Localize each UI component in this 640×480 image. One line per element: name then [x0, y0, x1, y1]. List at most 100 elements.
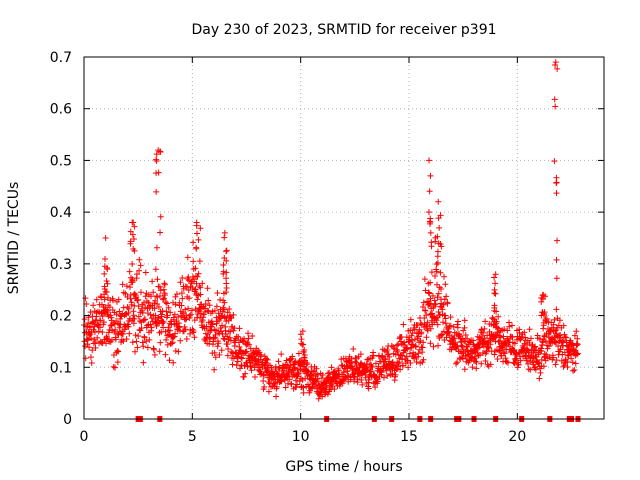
data-point [152, 297, 159, 304]
data-point [564, 358, 571, 365]
data-point [375, 363, 382, 370]
data-point-peak-1.0h [100, 307, 107, 314]
data-point [212, 354, 219, 361]
data-point [220, 335, 227, 342]
data-point [313, 381, 320, 388]
data-point [91, 323, 98, 330]
data-point [91, 329, 98, 336]
data-point [97, 317, 104, 324]
data-point [88, 360, 95, 367]
data-point [294, 381, 301, 388]
data-point [218, 347, 225, 354]
data-point-peak-3.4h [153, 244, 160, 251]
data-point [169, 299, 176, 306]
data-point [230, 311, 237, 318]
data-point [573, 328, 580, 335]
data-point-peak-21.8h [552, 61, 559, 68]
data-point-peak-3.4h [156, 283, 163, 290]
data-point [553, 357, 560, 364]
data-point [163, 308, 170, 315]
data-point [211, 349, 218, 356]
data-point [529, 354, 536, 361]
data-point [172, 330, 179, 337]
data-point-peak-2.2h [130, 246, 137, 253]
data-point [151, 300, 158, 307]
data-point [347, 360, 354, 367]
data-point [423, 312, 430, 319]
data-point [433, 317, 440, 324]
data-point-peak-16.0h [425, 289, 432, 296]
data-point [99, 329, 106, 336]
data-point-peak-19.0h [491, 274, 498, 281]
data-point [509, 322, 516, 329]
data-point [441, 296, 448, 303]
data-point [176, 323, 183, 330]
data-point [188, 307, 195, 314]
data-point [422, 307, 429, 314]
data-point [238, 355, 245, 362]
data-point-peak-6.5h [223, 280, 230, 287]
data-point [147, 293, 154, 300]
data-point [346, 359, 353, 366]
data-point [521, 340, 528, 347]
data-point [552, 361, 559, 368]
data-point [224, 333, 231, 340]
data-point [192, 265, 199, 272]
data-point [87, 354, 94, 361]
data-point [120, 289, 127, 296]
data-point [382, 355, 389, 362]
data-point [199, 317, 206, 324]
data-point [462, 331, 469, 338]
data-point [439, 331, 446, 338]
data-point [160, 286, 167, 293]
data-point [130, 320, 137, 327]
data-point [185, 287, 192, 294]
data-point-peak-16.0h [427, 229, 434, 236]
data-point [495, 338, 502, 345]
data-point-peak-21.2h [542, 316, 549, 323]
data-point-peak-1.0h [104, 280, 111, 287]
data-point [480, 329, 487, 336]
data-point [92, 338, 99, 345]
data-point [275, 358, 282, 365]
data-point [159, 296, 166, 303]
data-point [483, 348, 490, 355]
data-point [124, 294, 131, 301]
data-point [210, 335, 217, 342]
data-point [538, 348, 545, 355]
data-point [173, 291, 180, 298]
data-point [103, 340, 110, 347]
data-point [278, 351, 285, 358]
data-point [125, 323, 132, 330]
data-point-peak-5.2h [197, 284, 204, 291]
data-point [450, 323, 457, 330]
data-point [120, 331, 127, 338]
data-point [473, 359, 480, 366]
data-point [455, 318, 462, 325]
data-point [187, 311, 194, 318]
data-point-peak-10.1h-max [299, 328, 306, 335]
data-point [365, 385, 372, 392]
data-point [140, 317, 147, 324]
y-tick-label: 0.2 [50, 309, 72, 325]
data-point [544, 345, 551, 352]
data-point-peak-10.1h [298, 340, 305, 347]
data-point [164, 312, 171, 319]
data-point [191, 334, 198, 341]
data-point [412, 343, 419, 350]
data-point [146, 336, 153, 343]
data-point-peak-5.2h [192, 286, 199, 293]
data-point [437, 332, 444, 339]
data-point [331, 386, 338, 393]
data-point [300, 384, 307, 391]
data-point [177, 279, 184, 286]
data-point [223, 289, 230, 296]
data-point [518, 333, 525, 340]
data-point [435, 342, 442, 349]
data-point [568, 355, 575, 362]
data-point [92, 344, 99, 351]
data-point [454, 324, 461, 331]
data-point [359, 381, 366, 388]
data-point [261, 383, 268, 390]
data-point [494, 355, 501, 362]
